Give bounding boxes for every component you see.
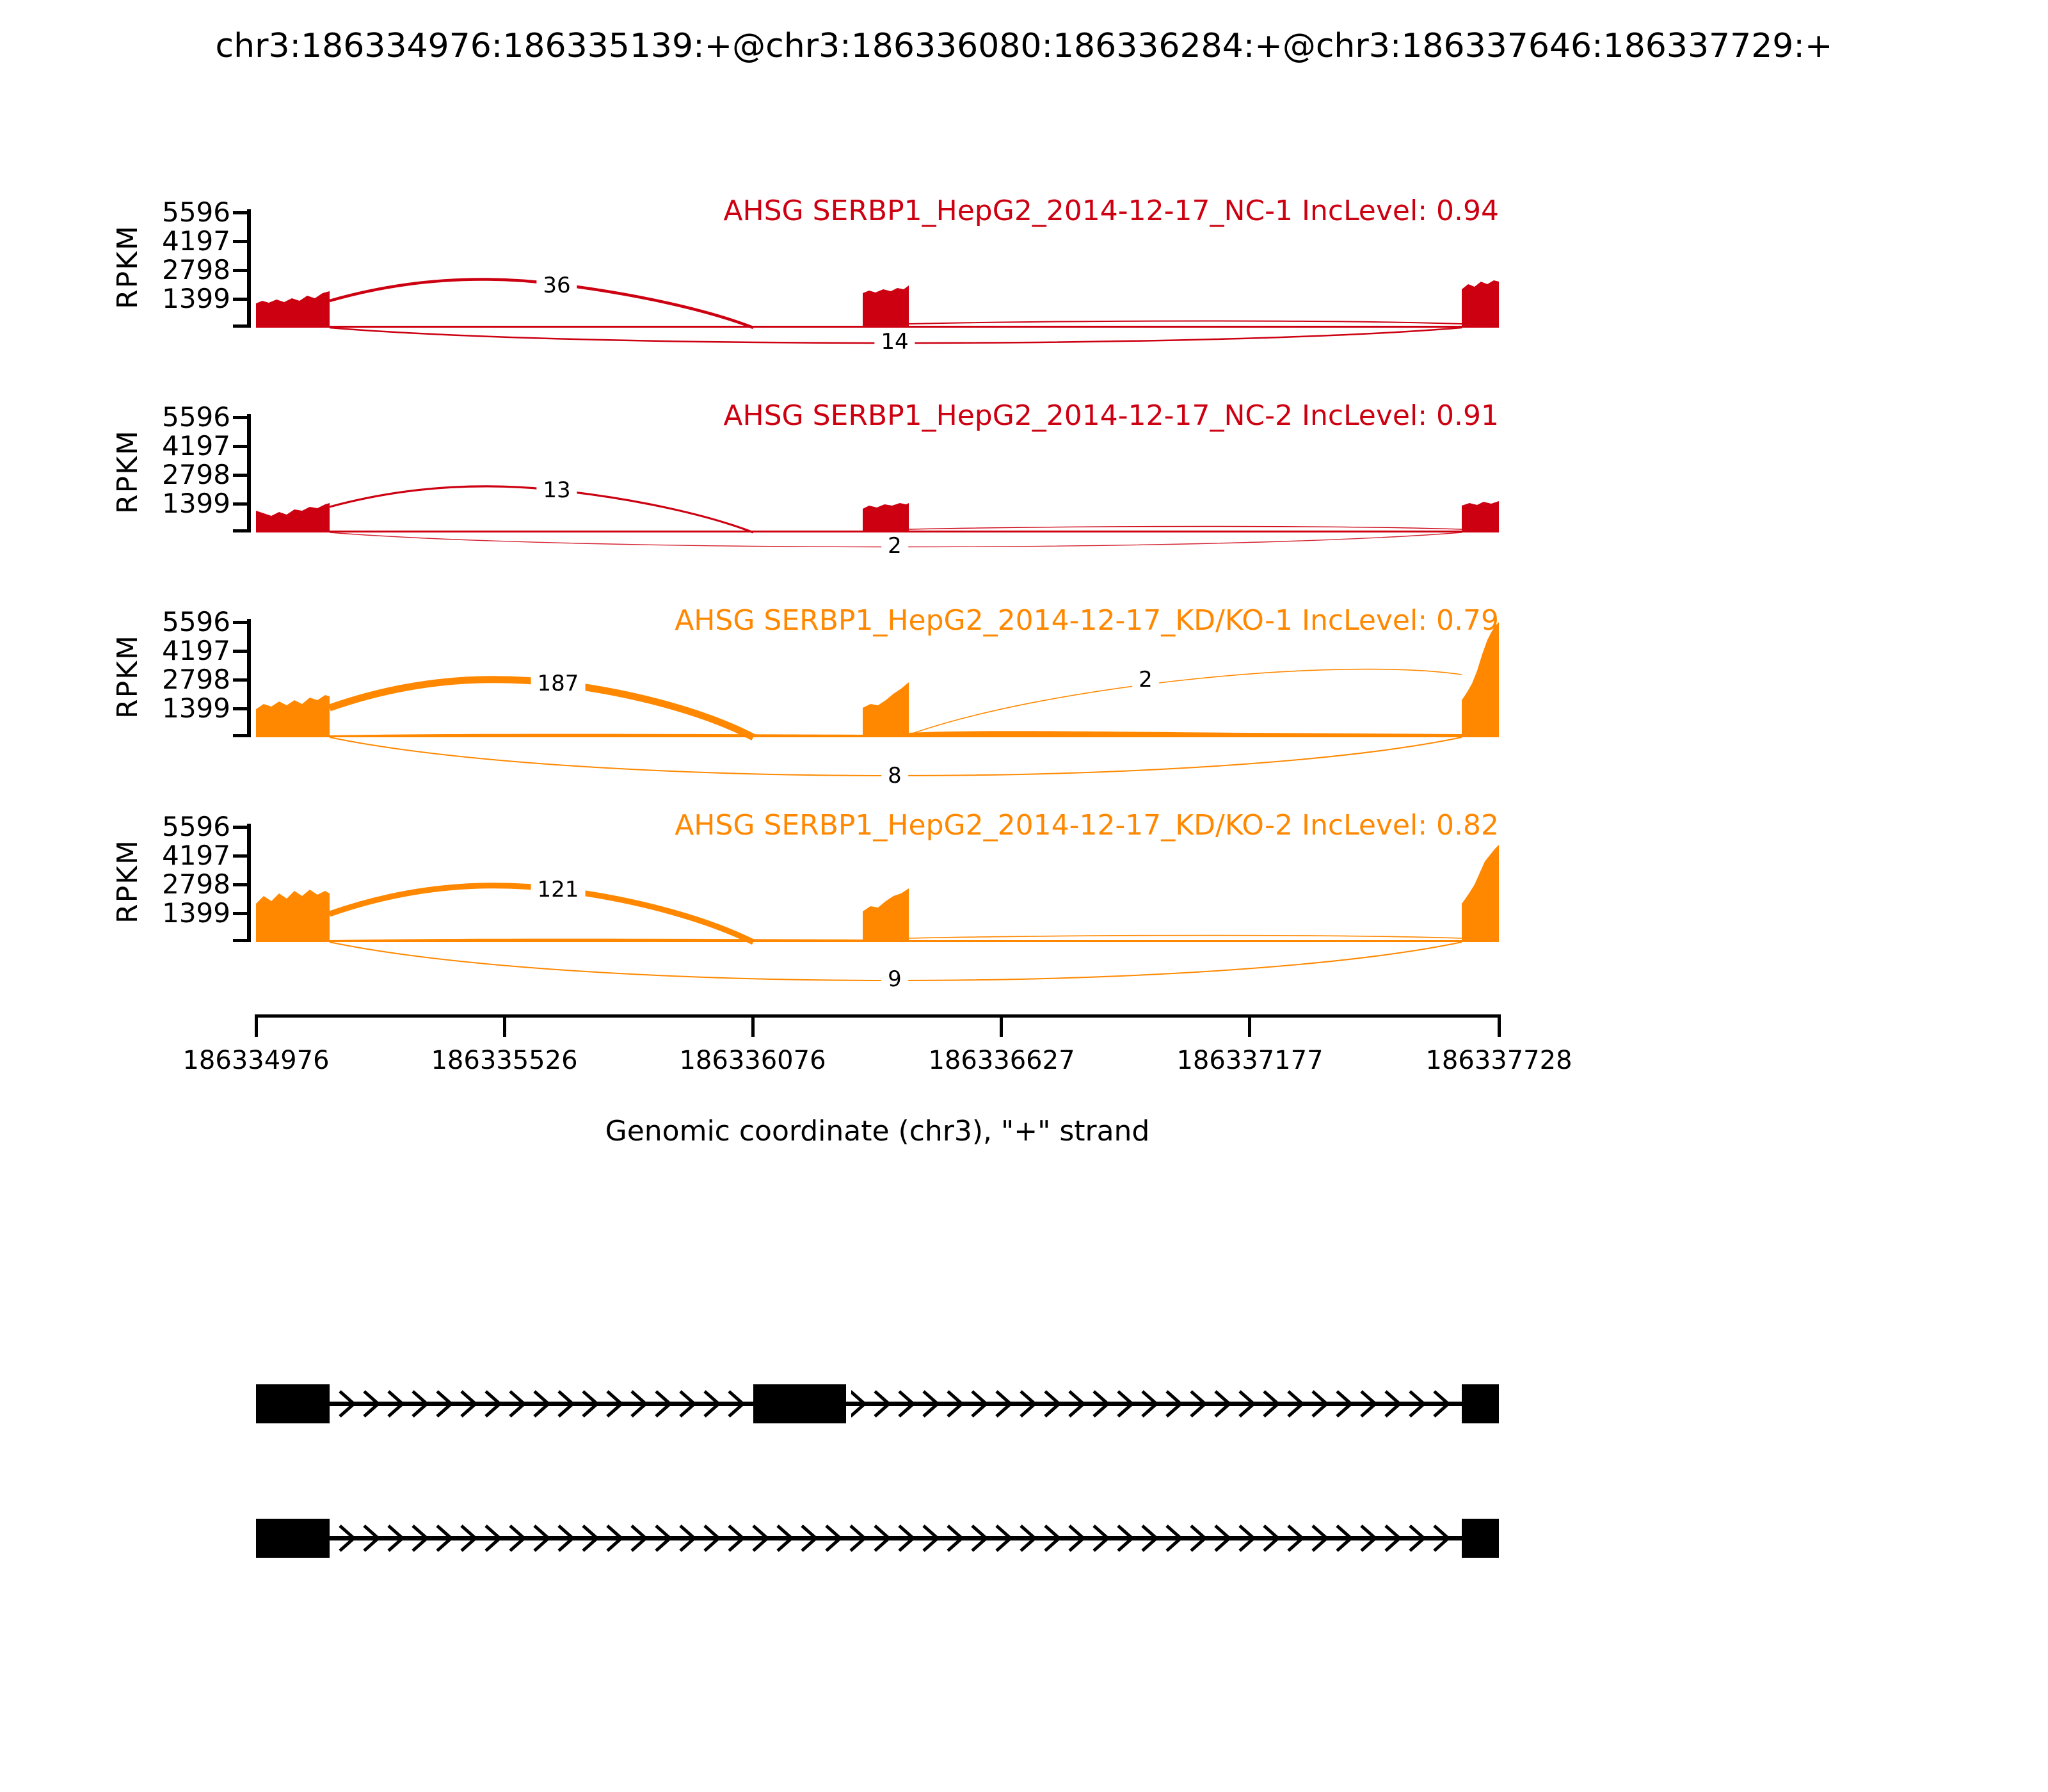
isoform-skipping: [256, 1519, 1499, 1558]
rpkm-tick: 1399: [162, 897, 230, 929]
track-kdko2: [233, 824, 1499, 981]
x-axis: [255, 1014, 1501, 1037]
x-tick-label: 186337728: [1425, 1046, 1572, 1075]
baseline-coverage: [256, 735, 1499, 737]
baseline-coverage: [256, 531, 1499, 532]
exon-downstream: [1462, 1384, 1499, 1423]
coverage-downstream-exon: [1462, 845, 1499, 942]
rpkm-tick: 2798: [162, 254, 230, 285]
x-tick-label: 186337177: [1176, 1046, 1324, 1075]
rpkm-tick: 4197: [162, 840, 230, 871]
rpkm-tick: 1399: [162, 488, 230, 519]
coverage-upstream-exon: [256, 503, 330, 532]
coverage-areas: [256, 622, 1499, 737]
exon-downstream: [1462, 1519, 1499, 1558]
exon-upstream: [256, 1519, 330, 1558]
intron-arrows: [336, 1389, 749, 1418]
arc-inclusion-2: [908, 934, 1462, 939]
track-nc2: [233, 414, 1499, 548]
rpkm-tick: 2798: [162, 459, 230, 490]
junction-count-skipping: 9: [881, 967, 908, 991]
isoform-inclusion: [256, 1384, 1499, 1423]
junction-count-skipping: 14: [874, 330, 915, 354]
x-axis-label: Genomic coordinate (chr3), "+" strand: [605, 1115, 1150, 1148]
coverage-upstream-exon: [256, 890, 330, 942]
arc-inclusion-2: [908, 320, 1462, 324]
intron-arrows: [851, 1389, 1457, 1418]
junction-count-inclusion2: 2: [1132, 668, 1159, 692]
y-axis-spine: [233, 414, 251, 532]
x-tick-label: 186334976: [182, 1046, 330, 1075]
rpkm-tick: 5596: [162, 811, 230, 842]
junction-count-skipping: 2: [881, 534, 908, 558]
rpkm-tick: 4197: [162, 635, 230, 666]
x-tick-label: 186336627: [928, 1046, 1075, 1075]
arc-inclusion-2: [908, 668, 1462, 735]
rpkm-tick: 5596: [162, 606, 230, 637]
coverage-areas: [256, 845, 1499, 942]
rpkm-tick: 2798: [162, 868, 230, 900]
y-axis-spine: [233, 209, 251, 328]
arc-inclusion-2: [908, 525, 1462, 530]
rpkm-tick: 1399: [162, 283, 230, 314]
rpkm-tick: 4197: [162, 430, 230, 461]
x-tick-label: 186335526: [431, 1046, 578, 1075]
y-axis-spine: [233, 619, 251, 737]
track-nc1: [233, 209, 1499, 344]
coverage-downstream-exon: [1462, 622, 1499, 737]
coverage-skipped-exon: [863, 503, 909, 532]
exon-upstream: [256, 1384, 330, 1423]
x-tick-label: 186336076: [679, 1046, 826, 1075]
track-kdko2-title: AHSG SERBP1_HepG2_2014-12-17_KD/KO-2 Inc…: [675, 809, 1499, 842]
coverage-upstream-exon: [256, 291, 330, 328]
junction-count-inclusion1: 13: [536, 478, 577, 502]
rpkm-axis-label: RPKM: [111, 225, 144, 309]
plot-title: chr3:186334976:186335139:+@chr3:18633608…: [215, 27, 1833, 65]
intron-arrows: [336, 1524, 1457, 1553]
junction-count-inclusion1: 121: [531, 877, 586, 902]
coverage-areas: [256, 280, 1499, 328]
track-nc2-title: AHSG SERBP1_HepG2_2014-12-17_NC-2 IncLev…: [723, 399, 1499, 432]
track-kdko1: [233, 619, 1499, 776]
junction-count-skipping: 8: [881, 764, 908, 788]
junction-count-inclusion1: 187: [531, 671, 586, 696]
coverage-skipped-exon: [863, 285, 909, 328]
rpkm-axis-label: RPKM: [111, 429, 144, 514]
y-axis-spine: [233, 824, 251, 942]
baseline-coverage: [256, 940, 1499, 942]
rpkm-tick: 2798: [162, 664, 230, 695]
rpkm-tick: 5596: [162, 401, 230, 433]
exon-skipped: [753, 1384, 846, 1423]
rpkm-axis-label: RPKM: [111, 839, 144, 924]
rpkm-tick: 4197: [162, 225, 230, 257]
junction-count-inclusion1: 36: [536, 273, 577, 298]
coverage-downstream-exon: [1462, 280, 1499, 328]
baseline-coverage: [256, 326, 1499, 328]
coverage-upstream-exon: [256, 695, 330, 737]
rpkm-tick: 1399: [162, 692, 230, 724]
coverage-downstream-exon: [1462, 501, 1499, 532]
coverage-skipped-exon: [863, 888, 909, 942]
track-kdko1-title: AHSG SERBP1_HepG2_2014-12-17_KD/KO-1 Inc…: [675, 604, 1499, 637]
coverage-skipped-exon: [863, 682, 909, 737]
rpkm-tick: 5596: [162, 196, 230, 228]
track-nc1-title: AHSG SERBP1_HepG2_2014-12-17_NC-1 IncLev…: [723, 195, 1499, 227]
coverage-areas: [256, 501, 1499, 532]
rpkm-axis-label: RPKM: [111, 634, 144, 719]
